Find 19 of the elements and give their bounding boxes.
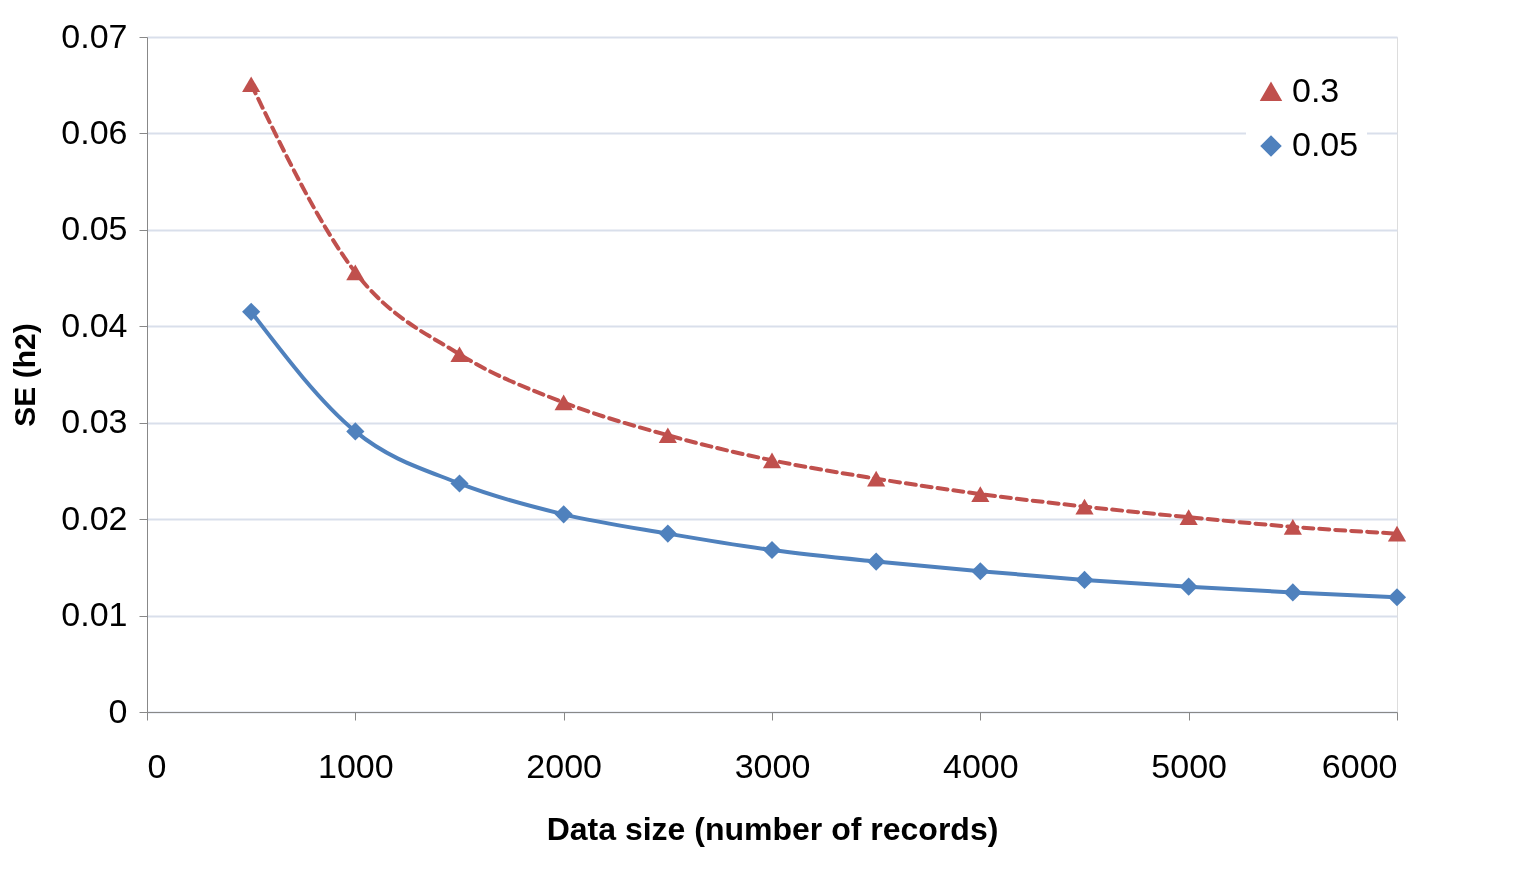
legend-label: 0.3 [1292,71,1340,109]
x-tick-label: 6000 [1321,746,1398,785]
x-axis-title: Data size (number of records) [546,810,999,847]
y-tick-label: 0.06 [61,112,128,151]
y-tick-label: 0.07 [61,16,128,55]
legend-label: 0.05 [1292,125,1359,163]
y-tick-label: 0.03 [61,402,128,441]
y-tick-label: 0.04 [61,305,128,344]
x-tick-label: 3000 [734,746,811,785]
y-tick-label: 0 [108,691,128,730]
x-tick-label: 0 [147,746,167,785]
y-tick-label: 0.05 [61,209,128,248]
x-tick-label: 2000 [526,746,602,785]
y-axis-title: SE (h2) [8,323,42,427]
x-tick-label: 5000 [1151,746,1227,785]
x-tick-label: 4000 [943,746,1019,785]
x-tick-label: 1000 [318,746,394,785]
y-tick-label: 0.01 [61,595,128,634]
y-tick-label: 0.02 [61,498,128,537]
